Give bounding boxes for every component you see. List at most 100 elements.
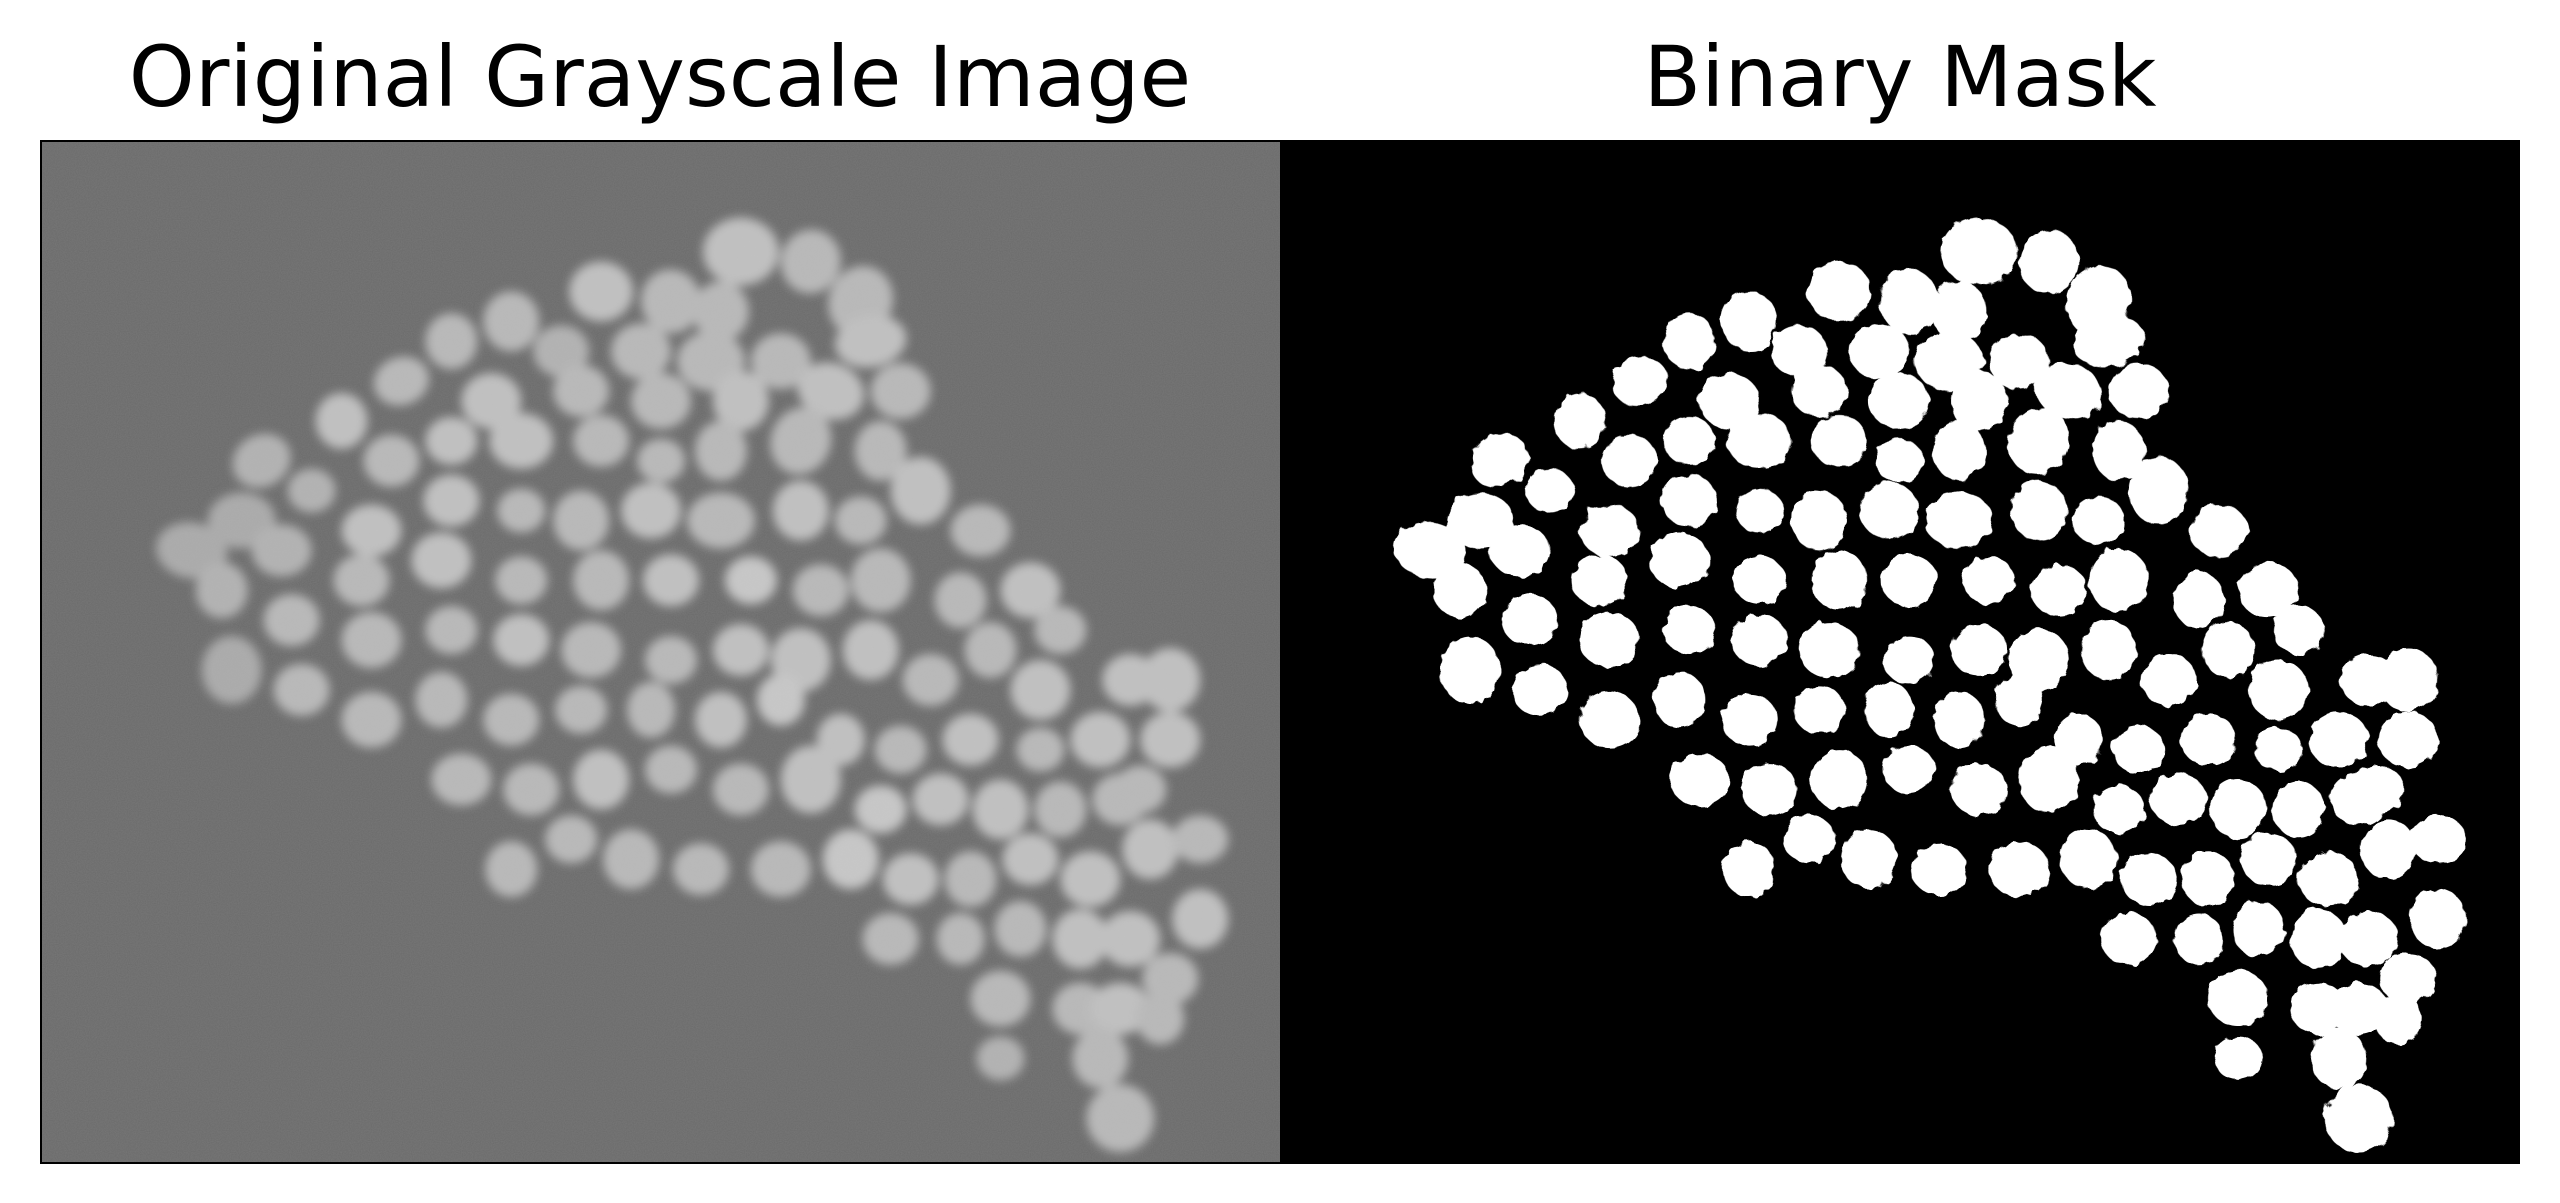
- mask-blob: [2272, 606, 2325, 654]
- mask-blob: [2352, 765, 2405, 814]
- mask-blob: [1988, 333, 2049, 390]
- mask-blob: [2188, 504, 2249, 557]
- mask-blob: [2248, 659, 2309, 720]
- mask-blob: [1865, 681, 1913, 738]
- mask-blob: [1669, 753, 1730, 806]
- mask-blob: [1932, 691, 1985, 748]
- mask-blob: [1924, 492, 1993, 549]
- mask-blob: [2298, 851, 2359, 907]
- mask-blob: [1962, 556, 2015, 605]
- mask-blob: [2410, 889, 2467, 949]
- mask-blob: [1649, 532, 1710, 589]
- mask-blob: [2150, 773, 2207, 826]
- mask-blob: [1553, 393, 1606, 449]
- mask-blob: [1783, 815, 1836, 864]
- mask-blob: [2254, 727, 2303, 772]
- mask-blob: [2018, 745, 2079, 814]
- mask-blob: [1721, 291, 1778, 352]
- mask-blob: [2072, 314, 2145, 368]
- mask-blob: [2272, 781, 2325, 838]
- mask-blob: [1394, 522, 1466, 579]
- mask-blob: [1910, 843, 1967, 896]
- mask-blob: [2290, 982, 2347, 1035]
- grayscale-image-panel: [40, 140, 1280, 1164]
- binary-mask-panel-title: Binary Mask: [1643, 28, 2157, 126]
- mask-blob: [2008, 407, 2070, 475]
- mask-blob: [1950, 624, 2007, 676]
- mask-blob: [2180, 713, 2237, 766]
- mask-blob: [2374, 992, 2423, 1045]
- mask-blob: [1869, 373, 1929, 429]
- mask-blob: [1439, 636, 1500, 704]
- mask-blob: [2100, 912, 2157, 965]
- mask-blob: [2208, 970, 2269, 1027]
- mask-blob: [2328, 982, 2389, 1035]
- mask-blob: [1723, 841, 1776, 898]
- mask-blob: [1799, 622, 1860, 678]
- mask-blob: [1875, 438, 1923, 483]
- mask-blob: [2380, 952, 2437, 1005]
- mask-blob: [1994, 673, 2043, 726]
- mask-blob: [2030, 564, 2087, 617]
- mask-blob: [1601, 434, 1658, 487]
- mask-blob: [2182, 851, 2235, 907]
- mask-blob: [1881, 554, 1937, 607]
- mask-blob: [1883, 745, 1935, 794]
- mask-blob: [1433, 562, 1486, 619]
- mask-blob: [2108, 363, 2169, 419]
- mask-blob: [2238, 562, 2299, 619]
- mask-blob: [2088, 548, 2149, 613]
- mask-blob: [1733, 556, 1786, 605]
- mask-blob: [1661, 474, 1718, 527]
- mask-blob: [1735, 488, 1784, 533]
- mask-blob: [2378, 648, 2439, 712]
- mask-blob: [1932, 420, 1985, 481]
- mask-blob: [2202, 622, 2255, 678]
- mask-blob: [2378, 711, 2439, 768]
- mask-blob: [1791, 490, 1848, 551]
- mask-blob: [2174, 912, 2223, 965]
- mask-blob: [1930, 281, 1987, 342]
- mask-blob: [1811, 414, 1868, 467]
- mask-blob: [1663, 606, 1716, 654]
- mask-blob: [2010, 480, 2067, 541]
- mask-blob: [1663, 313, 1716, 370]
- mask-blob: [1579, 691, 1640, 748]
- mask-blob: [1807, 261, 1872, 322]
- mask-blob: [2324, 1084, 2393, 1153]
- mask-blob: [1579, 504, 1640, 557]
- mask-blob: [2290, 908, 2347, 969]
- mask-blob: [1883, 636, 1935, 684]
- mask-blob: [2072, 496, 2125, 545]
- mask-blob: [2308, 711, 2369, 768]
- mask-blob: [2360, 819, 2417, 880]
- mask-blob: [2140, 653, 2197, 706]
- mask-blob: [1841, 829, 1898, 890]
- mask-blob: [2092, 420, 2145, 481]
- mask-blob: [1811, 749, 1868, 810]
- mask-blob: [1859, 482, 1919, 539]
- mask-blob: [1793, 685, 1846, 734]
- mask-blob: [1653, 671, 1706, 728]
- mask-blob: [2018, 229, 2079, 294]
- mask-blob: [1950, 763, 2007, 816]
- mask-blob: [2214, 1036, 2263, 1081]
- mask-blob: [2035, 362, 2103, 420]
- mask-blob: [2080, 620, 2137, 680]
- mask-blob: [1571, 554, 1628, 607]
- mask-blob: [1489, 524, 1550, 577]
- mask-blob: [2172, 572, 2225, 629]
- mask-blob: [2092, 785, 2145, 834]
- mask-blob: [1771, 325, 1828, 378]
- mask-blob: [1470, 433, 1529, 488]
- mask-blob: [1501, 594, 1558, 647]
- mask-blob: [1721, 693, 1778, 746]
- mask-blob: [1940, 217, 2017, 286]
- grayscale-panel-title: Original Grayscale Image: [128, 28, 1192, 126]
- mask-blob: [1511, 663, 1568, 716]
- mask-blob: [1811, 550, 1868, 611]
- mask-blob: [2410, 815, 2467, 864]
- mask-blob: [2338, 910, 2399, 967]
- mask-blob: [1727, 412, 1792, 469]
- mask-blob: [1988, 841, 2049, 898]
